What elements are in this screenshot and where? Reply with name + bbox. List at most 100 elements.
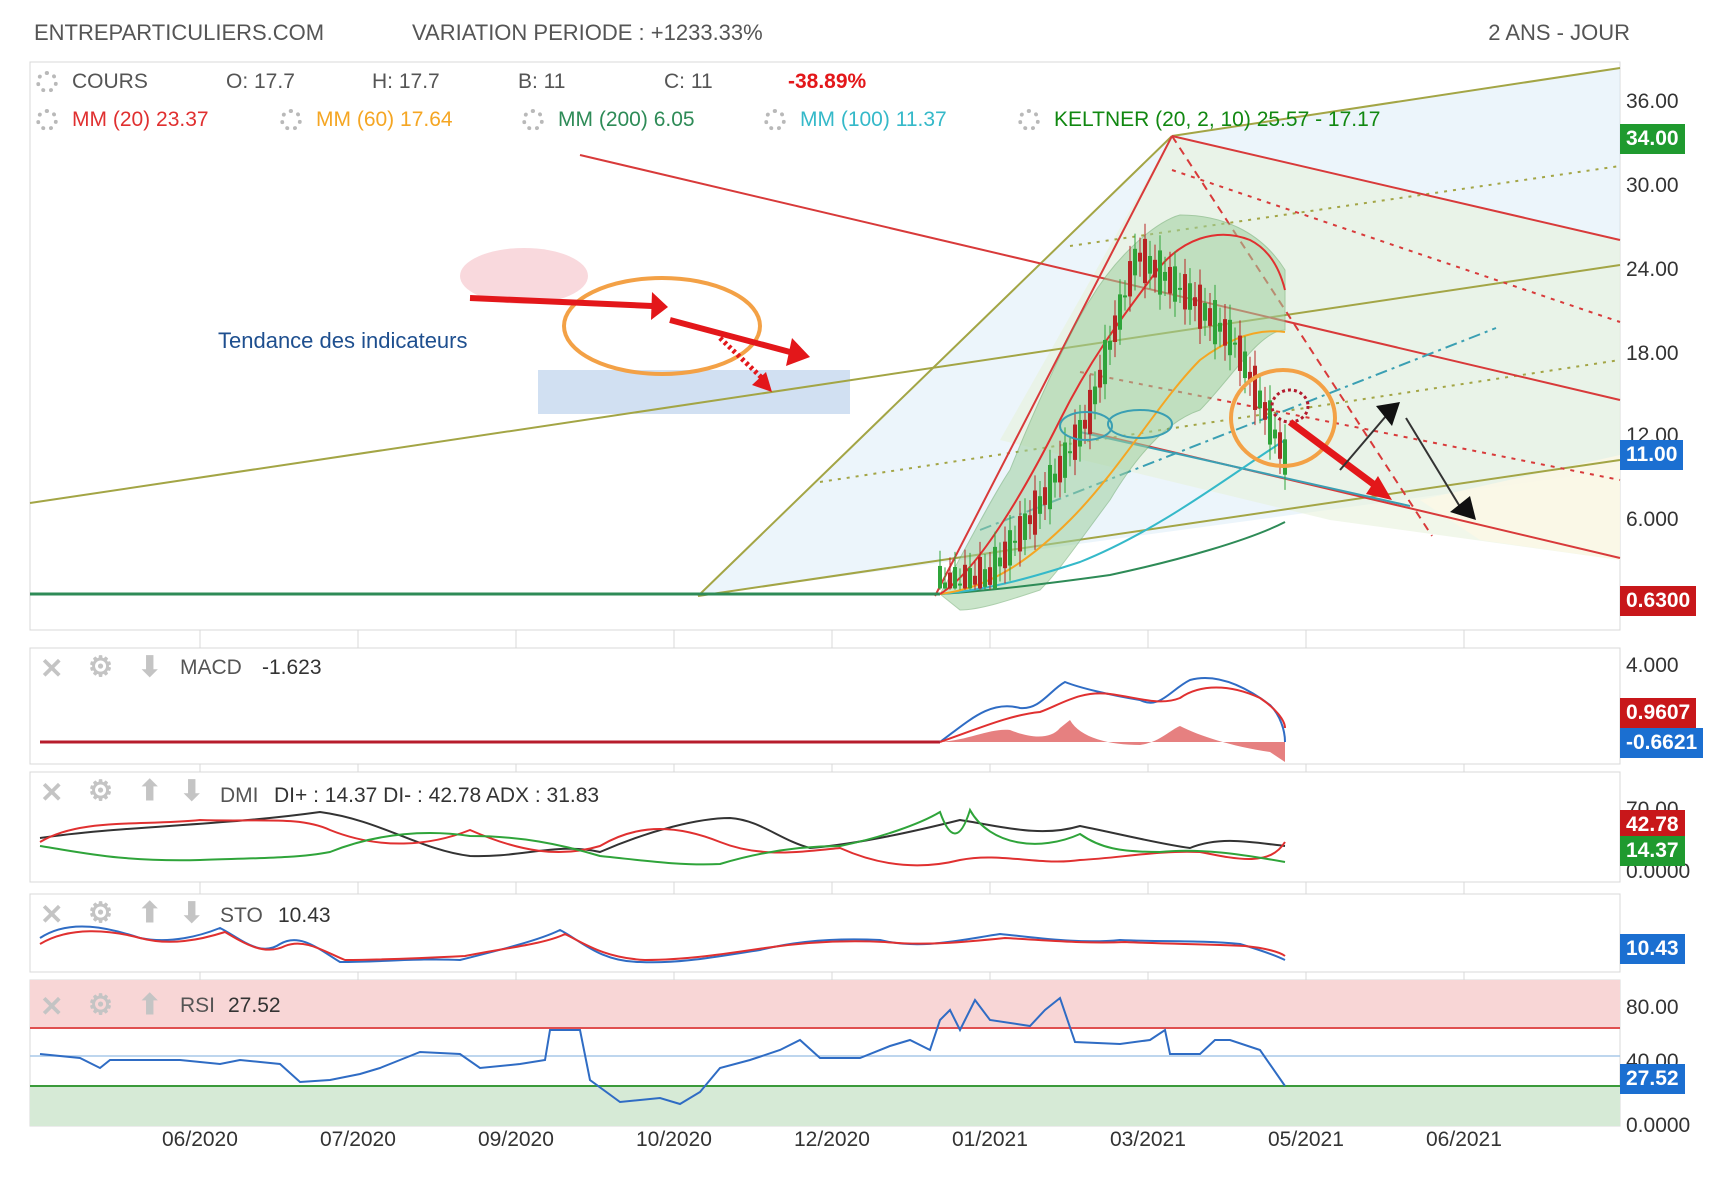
site-name[interactable]: ENTREPARTICULIERS.COM	[34, 20, 325, 45]
candle-body	[1218, 322, 1222, 332]
gear-icon[interactable]: ⚙	[88, 897, 114, 928]
legend-mm100[interactable]: MM (100) 11.37	[764, 108, 947, 132]
candle-body	[1148, 255, 1152, 274]
mm100-label: MM (100)	[800, 108, 890, 131]
close-icon[interactable]: ✕	[40, 653, 64, 684]
mm20-line	[939, 233, 1286, 595]
dmi-value: DI+ : 14.37 DI- : 42.78 ADX : 31.83	[274, 784, 600, 807]
candle-body	[1238, 335, 1242, 371]
dmi-panel	[29, 771, 1621, 883]
candle-body	[1208, 308, 1212, 326]
macd-panel	[29, 647, 1621, 765]
legend-mm60[interactable]: MM (60) 17.64	[280, 108, 453, 132]
sto-panel	[29, 893, 1621, 973]
mm200-label: MM (200)	[558, 108, 648, 131]
close-icon[interactable]: ✕	[40, 777, 64, 808]
arrow-down-icon[interactable]: ⬇	[180, 897, 204, 928]
gear-icon[interactable]	[764, 109, 786, 132]
candle-body	[1033, 490, 1037, 535]
candle-body	[1078, 419, 1082, 447]
price-tick: 18.00	[1626, 342, 1679, 365]
x-axis-label: 05/2021	[1268, 1128, 1344, 1151]
legend-mm200[interactable]: MM (200) 6.05	[522, 108, 695, 132]
legend-keltner[interactable]: KELTNER (20, 2, 10) 25.57 - 17.17	[1018, 108, 1380, 132]
candle-body	[1263, 402, 1267, 420]
dmi-diplus-line	[39, 807, 1286, 866]
olive-top-line	[1171, 67, 1621, 137]
gear-icon[interactable]	[36, 109, 58, 132]
candle-body	[1113, 315, 1117, 342]
candle-body	[1248, 371, 1252, 381]
gear-icon[interactable]	[1018, 109, 1040, 132]
candle-body	[1153, 259, 1157, 278]
ohlc-low: B: 11	[518, 70, 566, 93]
gear-icon[interactable]: ⚙	[88, 775, 114, 806]
candle-body	[973, 575, 977, 585]
candle-body	[1038, 496, 1042, 514]
rsi-oversold-zone	[30, 1086, 1620, 1126]
candle-body	[1138, 252, 1142, 262]
x-axis-label: 03/2021	[1110, 1128, 1186, 1151]
legend-mm20[interactable]: MM (20) 23.37	[36, 108, 209, 132]
candle-body	[958, 583, 962, 586]
candle-body	[1058, 455, 1062, 483]
close-icon[interactable]: ✕	[40, 899, 64, 930]
legend-cours[interactable]: COURS	[36, 70, 148, 94]
candle-body	[1183, 274, 1187, 310]
period-label[interactable]: 2 ANS - JOUR	[1488, 20, 1630, 45]
candle-body	[1258, 390, 1262, 409]
candle-body	[1158, 250, 1162, 295]
candle-body	[1048, 464, 1052, 510]
candle-body	[1173, 266, 1177, 302]
candle-body	[1068, 451, 1072, 454]
candle-body	[1203, 303, 1207, 321]
candle-body	[1178, 287, 1182, 290]
close-icon[interactable]: ✕	[40, 991, 64, 1022]
arrow-up-icon[interactable]: ⬆	[138, 989, 162, 1020]
channel-fill-yellow	[1420, 455, 1620, 560]
gear-icon[interactable]: ⚙	[88, 651, 114, 682]
gear-icon[interactable]	[522, 109, 544, 132]
x-axis-label: 09/2020	[478, 1128, 554, 1151]
mm60-value: 17.64	[400, 108, 453, 131]
rsi-line	[39, 996, 1286, 1106]
red-fan-line	[934, 135, 1173, 597]
price-panel	[29, 61, 1621, 631]
annotation-black-arrows	[1339, 402, 1476, 520]
candle-body	[1283, 439, 1287, 475]
change-percent: -38.89%	[788, 70, 867, 93]
olive-fan-line	[697, 135, 1173, 597]
x-axis-label: 12/2020	[794, 1128, 870, 1151]
annotation-pink-blob	[460, 248, 588, 304]
candle-body	[1008, 530, 1012, 566]
arrow-up-icon[interactable]: ⬆	[138, 897, 162, 928]
arrow-down-icon[interactable]: ⬇	[138, 651, 162, 682]
dmi-tag-a: 42.78	[1620, 810, 1685, 840]
candle-body	[1003, 541, 1007, 569]
candle-body	[1268, 400, 1272, 445]
sto-label: STO	[220, 904, 263, 927]
candle-body	[1093, 386, 1097, 405]
candle-body	[1028, 515, 1032, 525]
candle-body	[938, 565, 942, 589]
gear-icon[interactable]	[280, 109, 302, 132]
x-axis-label: 01/2021	[952, 1128, 1028, 1151]
price-tick: 6.000	[1626, 508, 1679, 531]
price-tick: 36.00	[1626, 90, 1679, 113]
gear-icon[interactable]: ⚙	[88, 989, 114, 1020]
arrow-down-icon[interactable]: ⬇	[180, 775, 204, 806]
candle-body	[1223, 319, 1227, 346]
mm200-value: 6.05	[653, 108, 695, 131]
annotation-blue-box	[538, 370, 850, 414]
macd-tag-b: -0.6621	[1620, 728, 1704, 758]
gear-icon[interactable]	[36, 71, 58, 94]
candle-body	[1098, 369, 1102, 388]
arrow-up-icon[interactable]: ⬆	[138, 775, 162, 806]
rsi-tick: 0.0000	[1626, 1114, 1691, 1137]
candle-body	[1233, 342, 1237, 345]
red-channel-upper	[1171, 135, 1621, 241]
olive-line-1	[29, 264, 1621, 504]
candle-body	[1133, 248, 1137, 276]
candle-body	[1143, 238, 1147, 284]
